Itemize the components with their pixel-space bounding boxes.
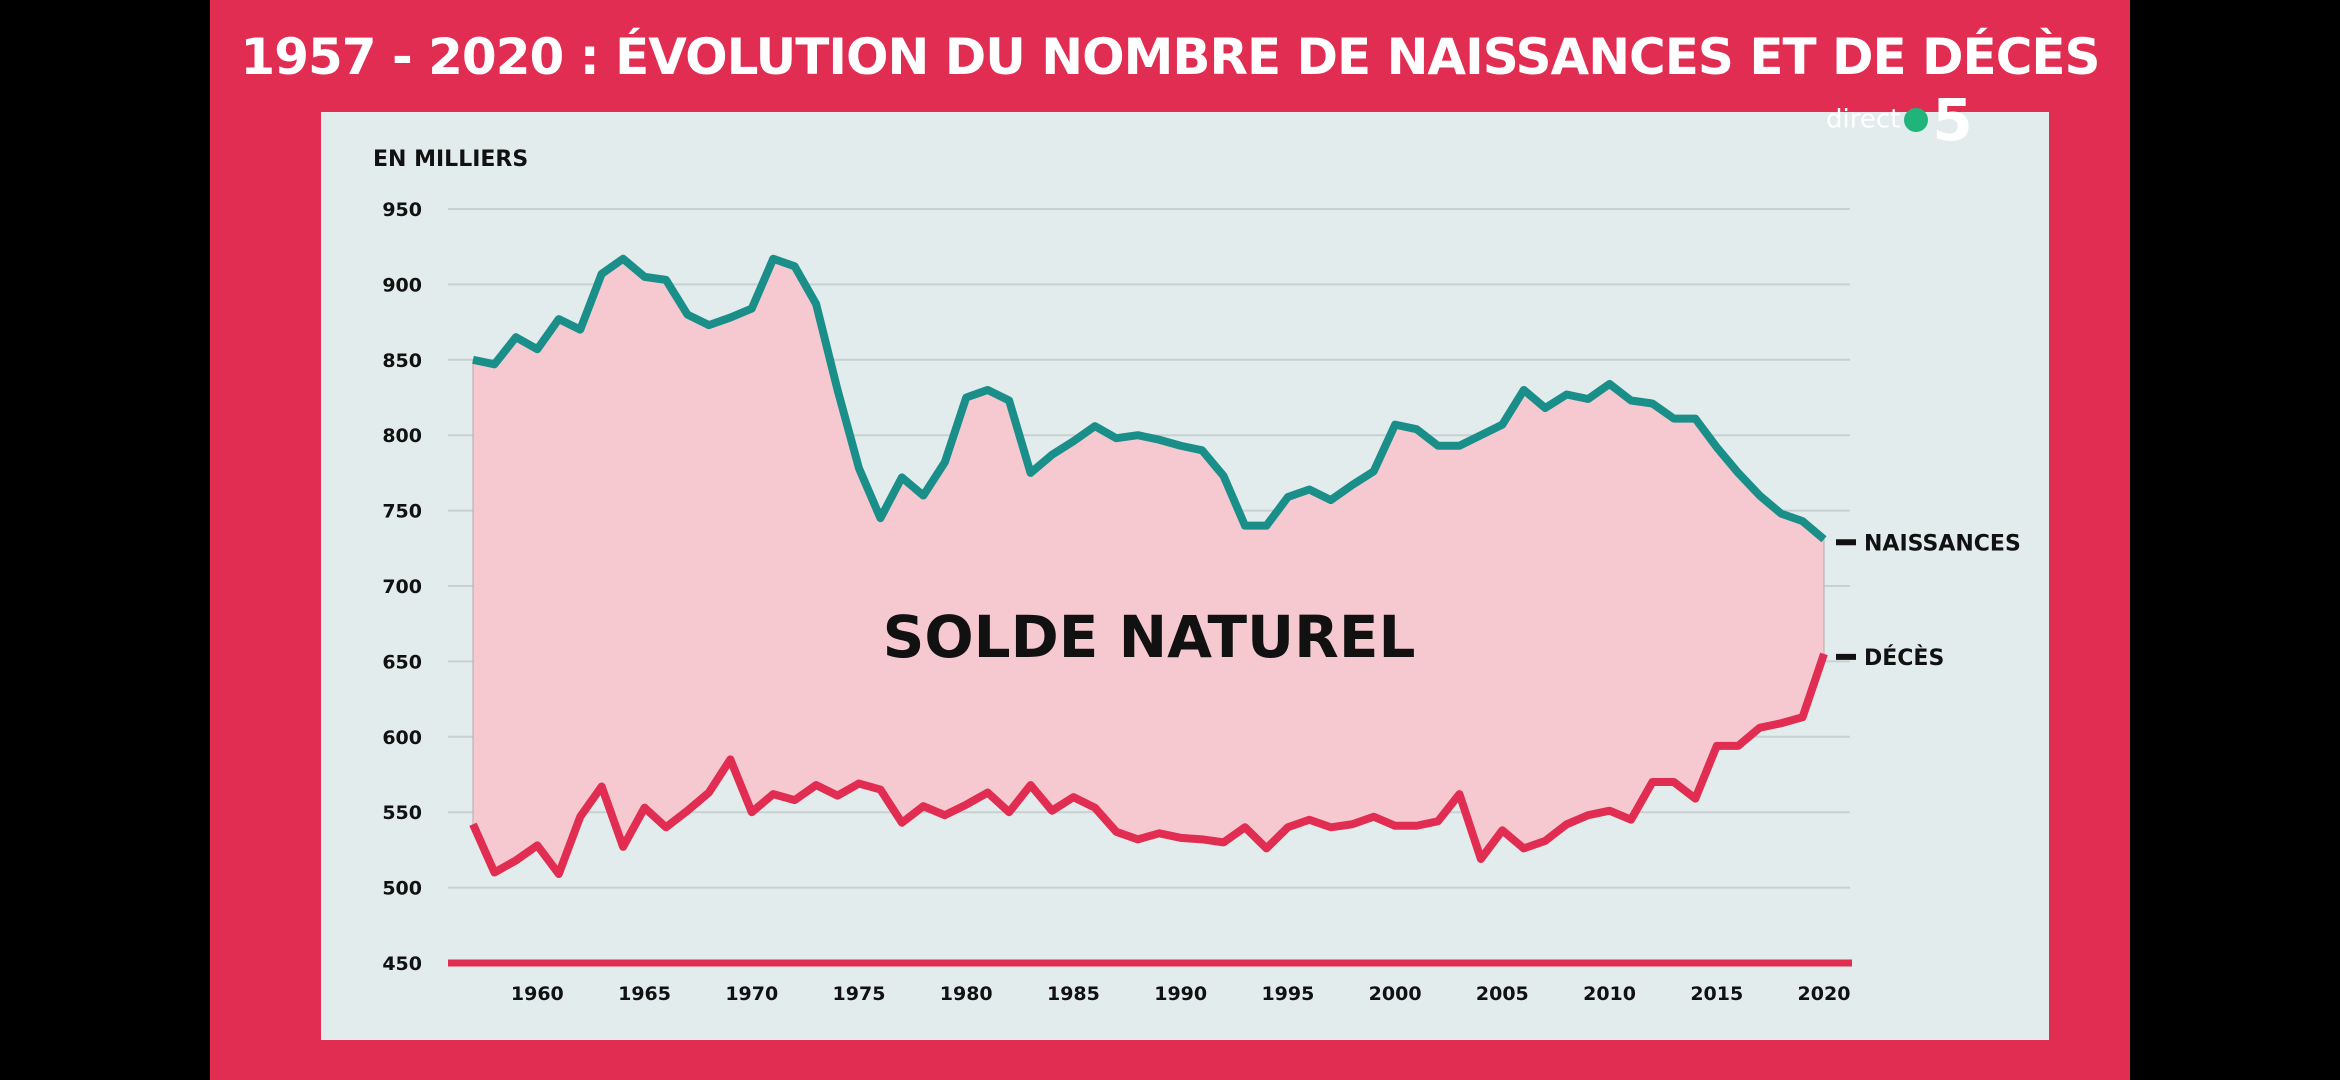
chart-title: 1957 - 2020 : ÉVOLUTION DU NOMBRE DE NAI… [240, 28, 2100, 86]
y-tick-label: 600 [382, 727, 422, 749]
x-tick-label: 1995 [1261, 983, 1314, 1005]
logo-number: 5 [1932, 86, 1973, 154]
x-tick-label: 2000 [1369, 983, 1422, 1005]
series-line-deces [469, 652, 1828, 879]
x-tick-label: 1990 [1154, 983, 1207, 1005]
y-tick-label: 500 [382, 878, 422, 900]
legend-label-naissances: NAISSANCES [1864, 531, 2021, 556]
legend-label-deces: DÉCÈS [1864, 645, 1944, 671]
x-tick-label: 1965 [618, 983, 671, 1005]
x-tick-label: 2010 [1583, 983, 1636, 1005]
x-tick-label: 2005 [1476, 983, 1529, 1005]
y-tick-label: 950 [382, 199, 422, 221]
y-tick-label: 450 [382, 953, 422, 975]
y-axis-unit-label: EN MILLIERS [373, 147, 528, 172]
logo-dot [1904, 108, 1929, 132]
x-tick-label: 1975 [833, 983, 886, 1005]
x-tick-label: 1960 [511, 983, 564, 1005]
series-line-naissances [472, 254, 1827, 543]
y-tick-label: 800 [382, 425, 422, 447]
solde-naturel-annotation: SOLDE NATUREL [883, 603, 1416, 671]
france5-logo: direct 5 [1826, 86, 1973, 154]
y-tick-label: 700 [382, 576, 422, 598]
y-tick-label: 550 [382, 802, 422, 824]
x-tick-label: 1985 [1047, 983, 1100, 1005]
y-tick-label: 900 [382, 274, 422, 296]
x-tick-label: 1970 [725, 983, 778, 1005]
y-tick-label: 850 [382, 350, 422, 372]
x-tick-label: 2020 [1798, 983, 1851, 1005]
x-tick-label: 2015 [1690, 983, 1743, 1005]
x-tick-label: 1980 [940, 983, 993, 1005]
logo-text: direct [1826, 104, 1901, 135]
y-tick-label: 650 [382, 651, 422, 673]
y-tick-label: 750 [382, 501, 422, 523]
